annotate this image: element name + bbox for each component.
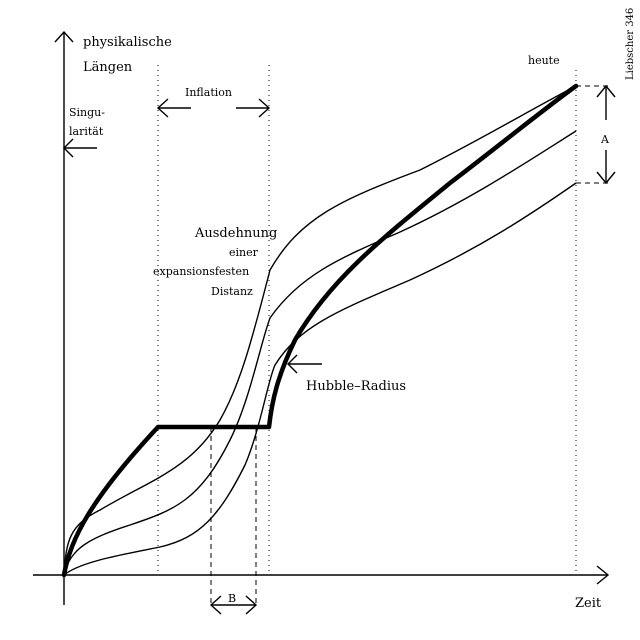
distance-label-line4: Distanz: [211, 285, 253, 298]
marker-a-label: A: [600, 133, 610, 146]
credit-label: Liebscher 346: [625, 8, 636, 80]
hubble-radius-label: Hubble–Radius: [306, 379, 406, 394]
distance-label-line2: einer: [229, 246, 259, 259]
marker-b-label: B: [228, 592, 236, 605]
b-right-arrow-icon: [245, 595, 258, 615]
today-label: heute: [528, 54, 560, 67]
comoving-distance-curve-upper: [63, 85, 577, 576]
x-axis-arrow-icon: [596, 565, 610, 585]
comoving-distance-curve-lower: [63, 182, 577, 576]
y-axis-arrow-icon: [54, 30, 74, 43]
hubble-radius-curve: [61, 83, 579, 578]
inflation-label: Inflation: [185, 86, 232, 99]
y-axis-label-line2: Längen: [83, 60, 133, 75]
comoving-distance-curve-middle: [63, 130, 577, 576]
x-axis-label: Zeit: [575, 596, 602, 611]
singularity-label-line2: larität: [69, 125, 104, 138]
distance-label-line1: Ausdehnung: [194, 226, 277, 241]
distance-label-line3: expansionsfesten: [153, 265, 249, 278]
y-axis-label-line1: physikalische: [83, 35, 172, 50]
singularity-label-line1: Singu-: [69, 106, 105, 119]
